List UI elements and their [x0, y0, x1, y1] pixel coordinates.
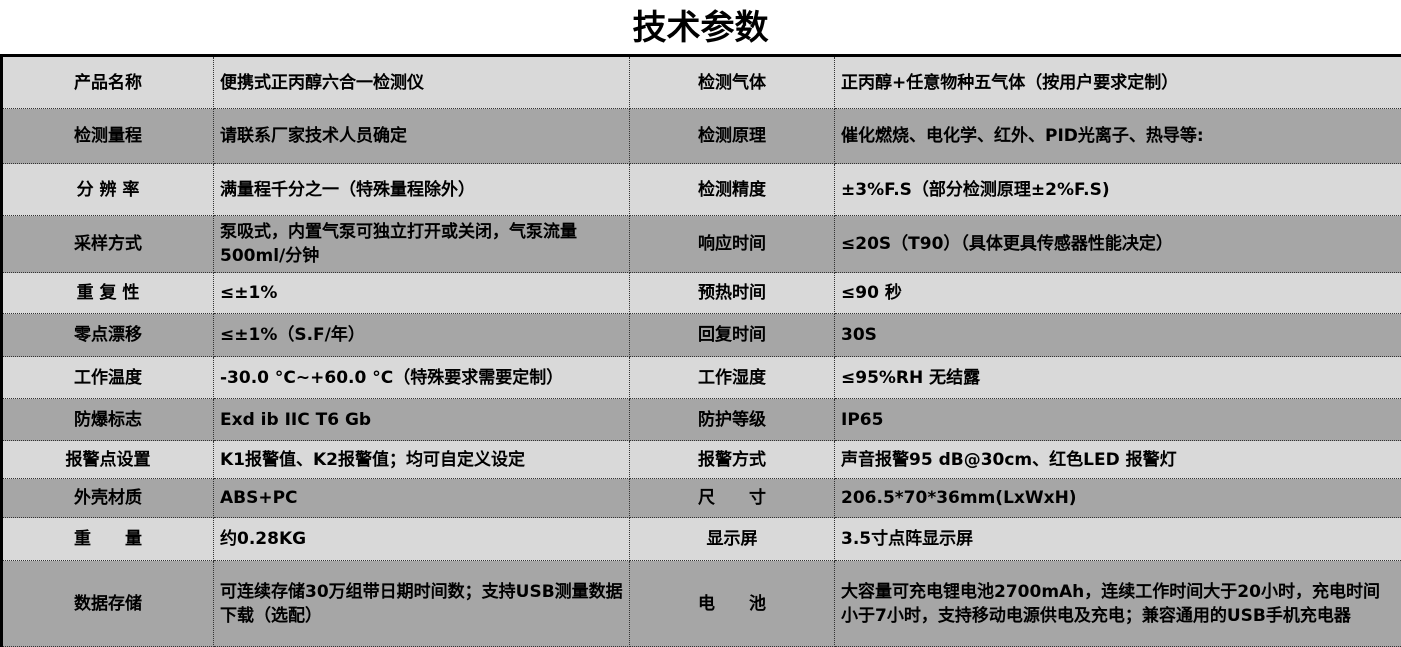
table-row: 重 复 性≤±1%预热时间≤90 秒	[2, 273, 1401, 314]
param-label: 工作温度	[2, 357, 214, 399]
table-row: 检测量程请联系厂家技术人员确定检测原理催化燃烧、电化学、红外、PID光离子、热导…	[2, 109, 1401, 164]
param-label: 显示屏	[630, 518, 835, 561]
param-value: 催化燃烧、电化学、红外、PID光离子、热导等:	[835, 109, 1401, 164]
param-label: 外壳材质	[2, 479, 214, 518]
param-value: Exd ib IIC T6 Gb	[214, 399, 630, 441]
param-label: 防爆标志	[2, 399, 214, 441]
param-label: 重 复 性	[2, 273, 214, 314]
param-value: -30.0 °C~+60.0 °C（特殊要求需要定制）	[214, 357, 630, 399]
param-value: 30S	[835, 314, 1401, 357]
table-row: 工作温度-30.0 °C~+60.0 °C（特殊要求需要定制）工作湿度≤95%R…	[2, 357, 1401, 399]
param-value: ≤90 秒	[835, 273, 1401, 314]
param-label: 分 辨 率	[2, 164, 214, 216]
param-label: 预热时间	[630, 273, 835, 314]
param-value: 正丙醇+任意物种五气体（按用户要求定制）	[835, 56, 1401, 109]
page-title: 技术参数	[0, 4, 1401, 52]
param-label: 报警点设置	[2, 441, 214, 479]
param-label: 响应时间	[630, 216, 835, 273]
param-label: 采样方式	[2, 216, 214, 273]
param-value: K1报警值、K2报警值；均可自定义设定	[214, 441, 630, 479]
param-label: 产品名称	[2, 56, 214, 109]
table-row: 数据存储可连续存储30万组带日期时间数；支持USB测量数据下载（选配）电 池大容…	[2, 561, 1401, 647]
param-label: 防护等级	[630, 399, 835, 441]
spec-table: 产品名称便携式正丙醇六合一检测仪检测气体正丙醇+任意物种五气体（按用户要求定制）…	[0, 54, 1401, 647]
param-label: 检测气体	[630, 56, 835, 109]
param-value: 请联系厂家技术人员确定	[214, 109, 630, 164]
param-value: 声音报警95 dB@30cm、红色LED 报警灯	[835, 441, 1401, 479]
param-value: ≤20S（T90）（具体更具传感器性能决定）	[835, 216, 1401, 273]
param-label: 尺 寸	[630, 479, 835, 518]
param-value: 约0.28KG	[214, 518, 630, 561]
param-value: ABS+PC	[214, 479, 630, 518]
param-label: 电 池	[630, 561, 835, 647]
param-value: ±3%F.S（部分检测原理±2%F.S)	[835, 164, 1401, 216]
param-label: 工作湿度	[630, 357, 835, 399]
table-row: 采样方式泵吸式，内置气泵可独立打开或关闭，气泵流量500ml/分钟响应时间≤20…	[2, 216, 1401, 273]
param-value: 便携式正丙醇六合一检测仪	[214, 56, 630, 109]
param-label: 检测量程	[2, 109, 214, 164]
param-value: ≤±1%	[214, 273, 630, 314]
param-value: 3.5寸点阵显示屏	[835, 518, 1401, 561]
param-label: 报警方式	[630, 441, 835, 479]
param-value: 大容量可充电锂电池2700mAh，连续工作时间大于20小时，充电时间小于7小时，…	[835, 561, 1401, 647]
table-row: 产品名称便携式正丙醇六合一检测仪检测气体正丙醇+任意物种五气体（按用户要求定制）	[2, 56, 1401, 109]
param-label: 数据存储	[2, 561, 214, 647]
param-value: 可连续存储30万组带日期时间数；支持USB测量数据下载（选配）	[214, 561, 630, 647]
table-row: 分 辨 率满量程千分之一（特殊量程除外）检测精度±3%F.S（部分检测原理±2%…	[2, 164, 1401, 216]
param-value: IP65	[835, 399, 1401, 441]
param-label: 重 量	[2, 518, 214, 561]
param-value: ≤±1%（S.F/年）	[214, 314, 630, 357]
param-label: 检测原理	[630, 109, 835, 164]
param-label: 回复时间	[630, 314, 835, 357]
param-label: 检测精度	[630, 164, 835, 216]
param-value: 泵吸式，内置气泵可独立打开或关闭，气泵流量500ml/分钟	[214, 216, 630, 273]
param-value: 满量程千分之一（特殊量程除外）	[214, 164, 630, 216]
param-value: ≤95%RH 无结露	[835, 357, 1401, 399]
param-label: 零点漂移	[2, 314, 214, 357]
param-value: 206.5*70*36mm(LxWxH)	[835, 479, 1401, 518]
